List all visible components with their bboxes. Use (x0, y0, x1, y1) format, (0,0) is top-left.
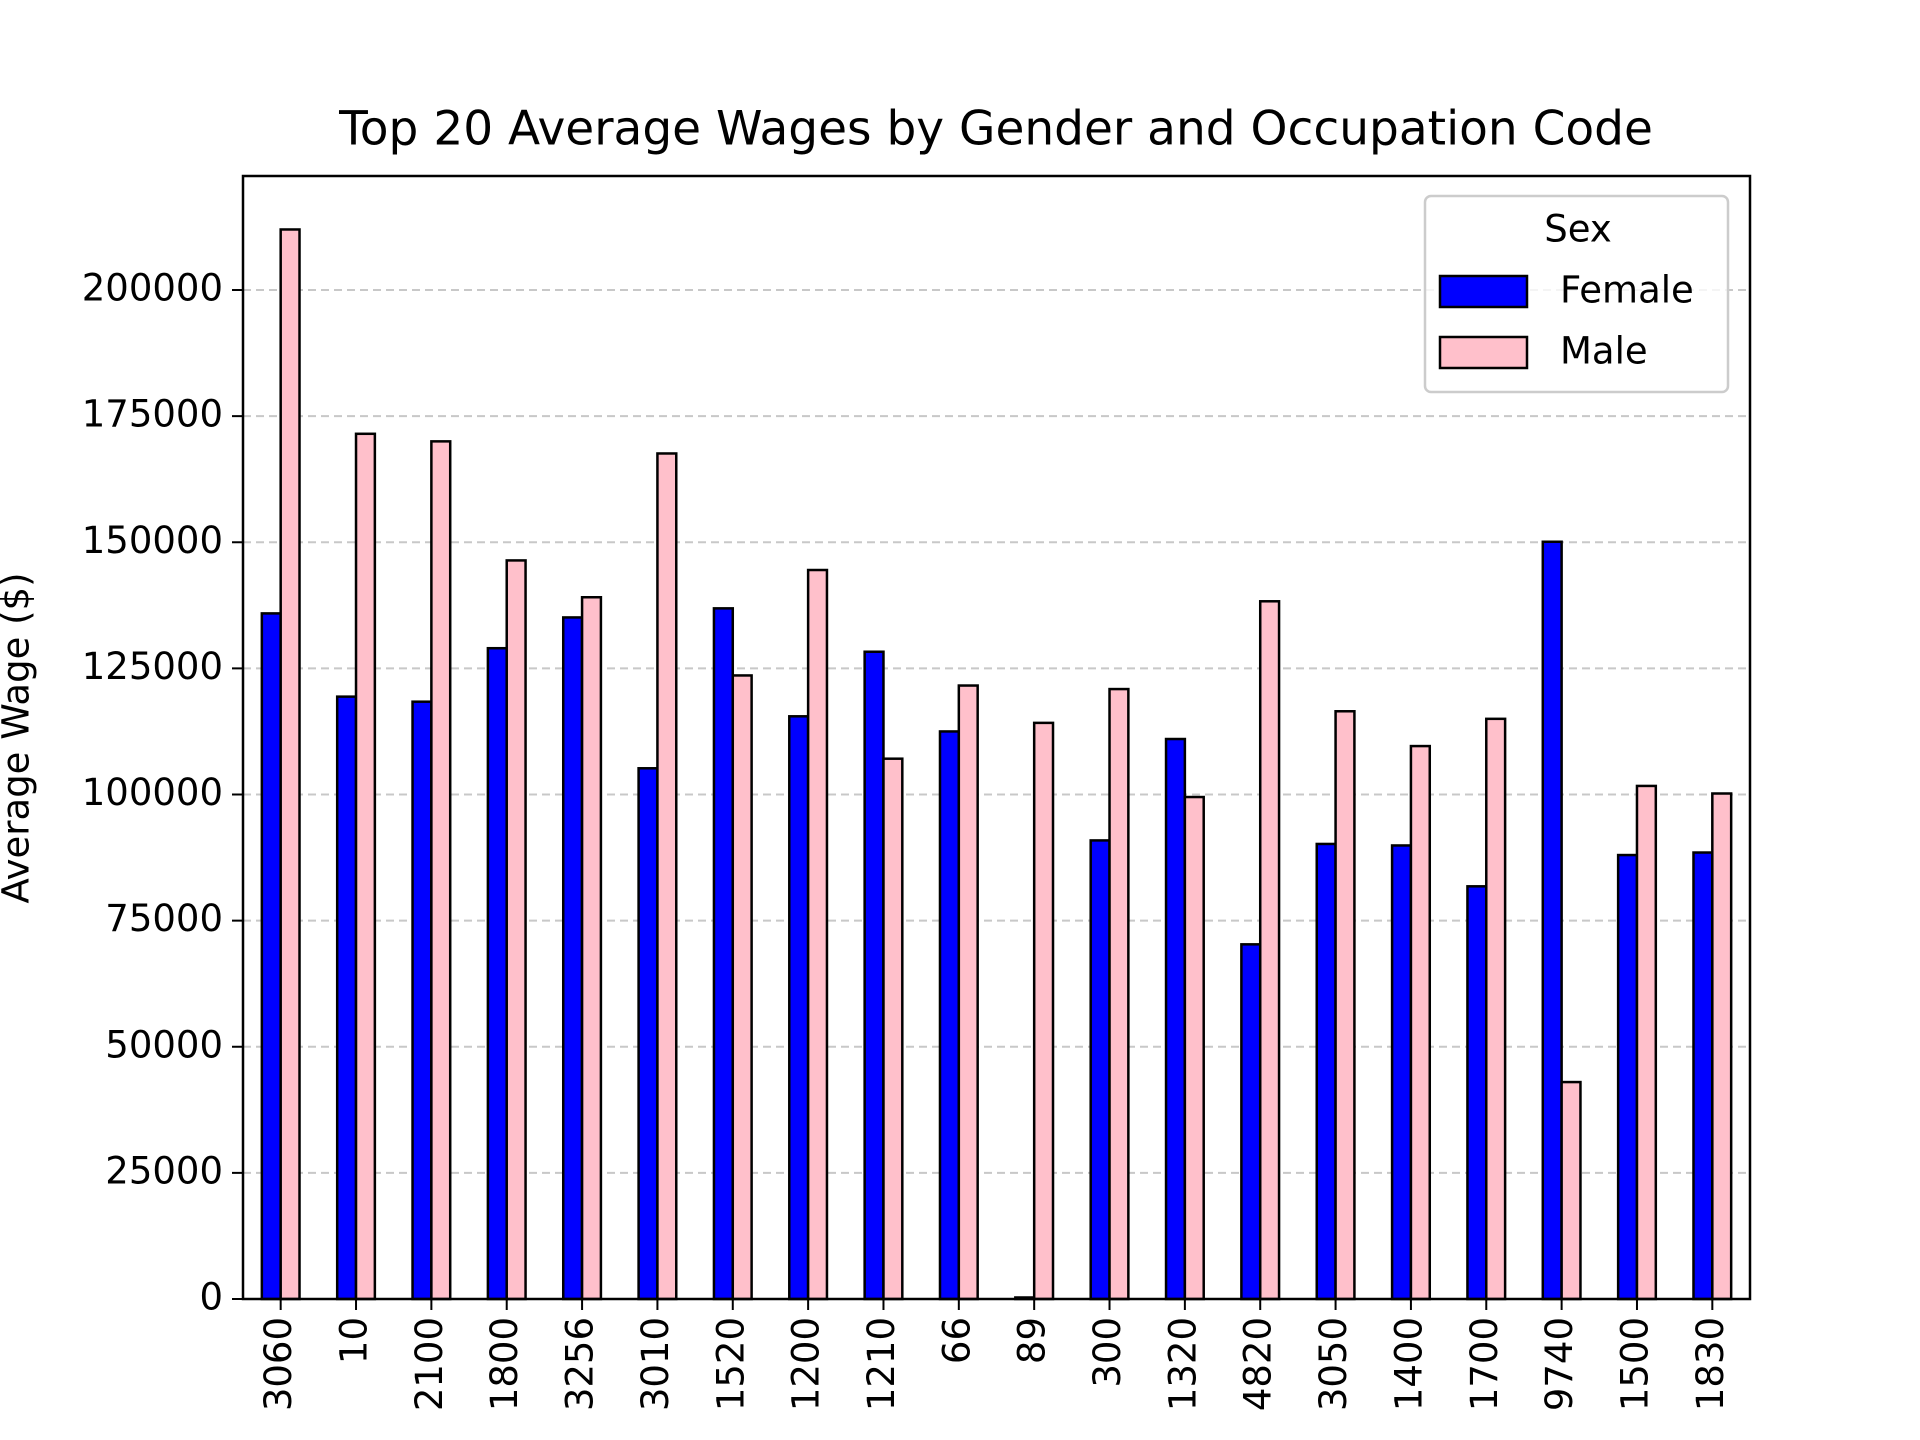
bar (1692, 851, 1714, 1301)
x-tick-label: 3010 (634, 1317, 677, 1411)
legend: Sex Female Male (1423, 194, 1730, 394)
x-tick-label: 1400 (1387, 1317, 1430, 1411)
x-tick-label: 1700 (1463, 1317, 1506, 1411)
bar (882, 757, 904, 1301)
bar (335, 695, 358, 1301)
bar (1032, 721, 1055, 1301)
x-tick-label: 1830 (1689, 1317, 1732, 1411)
y-tick-label: 0 (199, 1276, 223, 1319)
y-tick-label: 75000 (105, 897, 223, 940)
plot-frame (241, 174, 1752, 1301)
y-tick-label: 150000 (82, 519, 223, 562)
legend-swatch (1438, 335, 1529, 370)
bar (1485, 717, 1507, 1301)
bar (1390, 844, 1413, 1301)
bar (1240, 943, 1262, 1301)
x-tick-label: 10 (333, 1317, 376, 1364)
bar (354, 432, 377, 1301)
legend-swatch (1438, 274, 1529, 309)
legend-label: Female (1560, 269, 1694, 312)
x-tick-label: 3060 (257, 1317, 300, 1411)
bar (486, 646, 508, 1301)
x-tick-label: 1200 (785, 1317, 828, 1411)
x-tick-label: 3050 (1312, 1317, 1355, 1411)
y-tick-label: 100000 (82, 771, 223, 814)
bar (1108, 687, 1130, 1301)
bar (712, 607, 735, 1301)
x-tick-label: 4820 (1237, 1317, 1280, 1411)
bar (938, 730, 961, 1301)
bar (1409, 744, 1432, 1301)
y-tick-label: 200000 (82, 267, 223, 310)
x-tick-label: 300 (1086, 1317, 1129, 1388)
bar (1616, 853, 1639, 1301)
bar (411, 700, 433, 1301)
bar (863, 650, 885, 1301)
bar (561, 616, 584, 1301)
y-tick-label: 25000 (105, 1149, 223, 1192)
y-tick-label: 50000 (105, 1023, 223, 1066)
bar (731, 674, 753, 1301)
x-tick-label: 2100 (408, 1317, 451, 1411)
x-tick-label: 1210 (860, 1317, 903, 1411)
bar (1089, 839, 1111, 1301)
x-tick-label: 1800 (483, 1317, 526, 1411)
bar (1334, 710, 1356, 1301)
bar (788, 715, 810, 1301)
y-axis-label: Average Wage ($) (0, 572, 38, 903)
y-tick-label: 175000 (82, 393, 223, 436)
y-tick-label: 125000 (82, 645, 223, 688)
bar (505, 559, 527, 1301)
bar (1164, 737, 1187, 1301)
bar (1711, 792, 1733, 1301)
bar (279, 228, 301, 1301)
x-tick-label: 1320 (1161, 1317, 1204, 1411)
bar (806, 568, 829, 1301)
x-tick-label: 66 (935, 1317, 978, 1364)
bar (1258, 600, 1281, 1301)
bar (637, 767, 659, 1301)
bar (580, 596, 603, 1301)
bar (260, 612, 282, 1301)
x-tick-label: 3256 (559, 1317, 602, 1411)
x-tick-label: 89 (1011, 1317, 1054, 1364)
bar (1541, 540, 1563, 1301)
legend-title: Sex (1544, 208, 1612, 251)
bar (1315, 842, 1337, 1301)
bar (430, 440, 452, 1301)
bar (957, 684, 979, 1301)
chart-title: Top 20 Average Wages by Gender and Occup… (338, 102, 1653, 157)
bars (260, 228, 1733, 1301)
bar (1560, 1080, 1582, 1301)
bar (1635, 784, 1658, 1301)
x-tick-label: 1520 (709, 1317, 752, 1411)
legend-label: Male (1560, 330, 1648, 373)
x-tick-label: 9740 (1538, 1317, 1581, 1411)
bar (656, 452, 678, 1301)
bar (1183, 795, 1205, 1301)
bar (1466, 885, 1488, 1301)
x-tick-label: 1500 (1613, 1317, 1656, 1411)
